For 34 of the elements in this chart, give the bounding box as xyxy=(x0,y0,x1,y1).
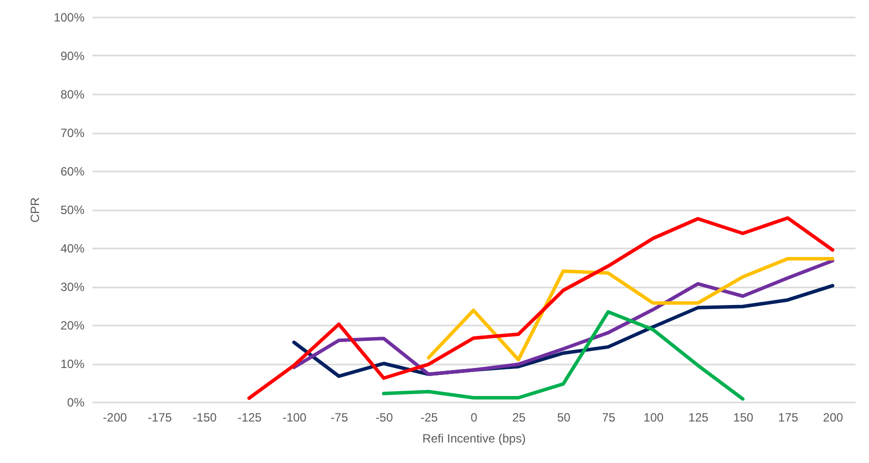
y-tick-label: 20% xyxy=(60,318,85,332)
x-tick-label: 150 xyxy=(733,410,754,424)
x-tick-label: -200 xyxy=(102,410,128,424)
x-tick-label: -25 xyxy=(420,410,438,424)
line-series xyxy=(426,257,834,362)
y-axis-title: CPR xyxy=(28,197,42,223)
x-tick-label: -175 xyxy=(148,410,172,424)
y-tick-label: 90% xyxy=(60,49,85,63)
y-tick-label: 50% xyxy=(60,203,85,217)
y-tick-label: 60% xyxy=(60,164,85,178)
x-tick-label: -75 xyxy=(330,410,348,424)
y-tick-label: 70% xyxy=(60,126,85,140)
x-tick-label: -125 xyxy=(238,410,262,424)
y-tick-label: 10% xyxy=(60,357,85,371)
x-tick-label: -100 xyxy=(282,410,307,424)
x-tick-label: 200 xyxy=(823,410,844,424)
x-tick-label: 25 xyxy=(512,410,526,424)
x-axis-title: Refi Incentive (bps) xyxy=(422,432,526,446)
y-tick-label: 80% xyxy=(60,88,85,102)
x-tick-label: 75 xyxy=(602,410,616,424)
x-tick-label: 125 xyxy=(688,410,709,424)
line-series xyxy=(382,310,745,401)
x-tick-label: 50 xyxy=(557,410,571,424)
y-tick-label: 30% xyxy=(60,280,85,294)
line-series xyxy=(292,258,834,376)
x-tick-label: -150 xyxy=(192,410,218,424)
x-tick-label: 175 xyxy=(778,410,799,424)
x-tick-label: 100 xyxy=(644,410,664,424)
x-tick-label: 0 xyxy=(470,410,478,424)
y-tick-label: 40% xyxy=(60,242,85,256)
line-series xyxy=(247,216,834,400)
x-tick-label: -50 xyxy=(376,410,394,424)
y-tick-label: 0% xyxy=(67,396,85,410)
y-tick-label: 100% xyxy=(54,10,85,24)
